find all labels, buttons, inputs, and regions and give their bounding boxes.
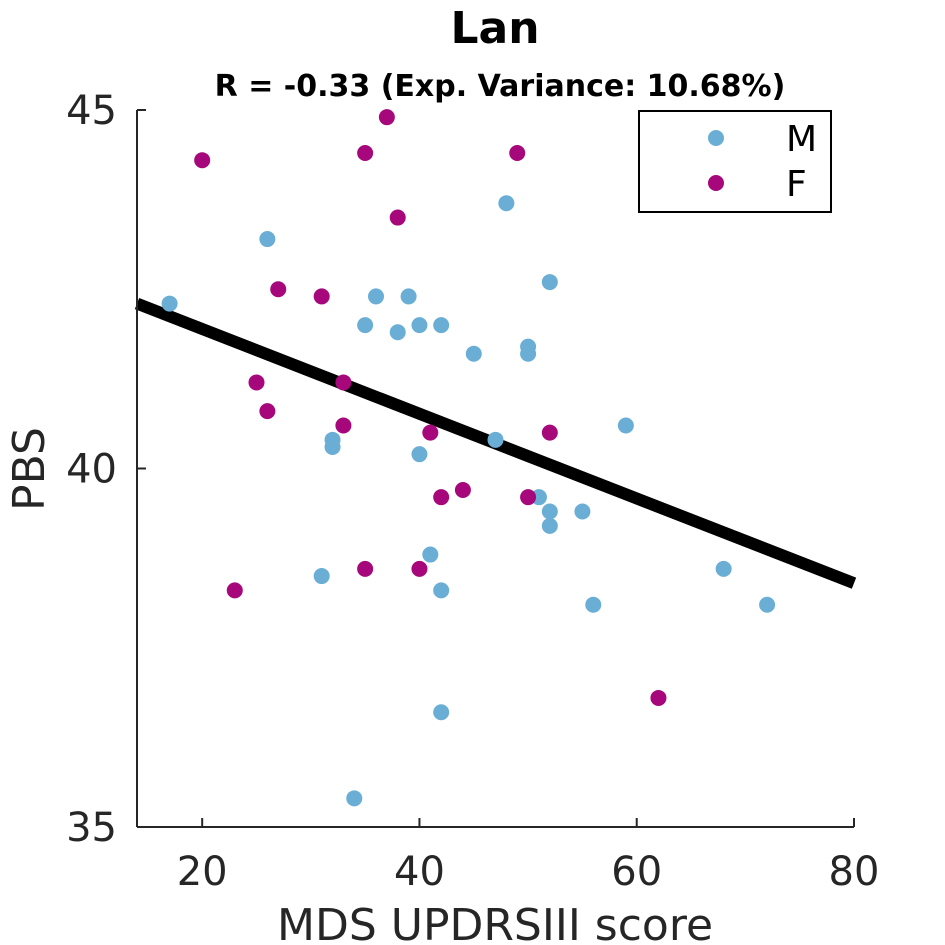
data-point-m [520, 345, 537, 362]
x-axis-ticks: 20 40 60 80 [177, 818, 880, 895]
data-point-m [422, 546, 439, 563]
x-axis-label: MDS UPDRSIII score [277, 900, 713, 945]
data-point-f [357, 560, 374, 577]
data-point-f [248, 374, 265, 391]
data-point-m [541, 503, 558, 520]
data-point-m [617, 417, 634, 434]
data-point-m [715, 560, 732, 577]
data-point-m [498, 195, 515, 212]
x-tick-label: 60 [611, 849, 662, 895]
data-point-f [335, 417, 352, 434]
data-point-m [259, 231, 276, 248]
data-point-m [400, 288, 417, 305]
data-point-m [368, 288, 384, 305]
chart-title: Lan [450, 3, 539, 54]
data-point-f [357, 145, 374, 162]
data-point-f [259, 403, 276, 420]
data-point-f [270, 281, 287, 298]
legend-label-m: M [786, 119, 817, 160]
data-point-m [541, 517, 558, 534]
data-point-f [226, 582, 243, 599]
data-point-m [487, 431, 504, 448]
data-point-f [541, 424, 558, 441]
data-point-f [335, 374, 352, 391]
data-point-f [509, 145, 526, 162]
legend-label-f: F [786, 164, 807, 205]
data-point-f [378, 109, 395, 126]
data-point-m [759, 596, 776, 613]
chart-subtitle: R = -0.33 (Exp. Variance: 10.68%) [215, 69, 786, 104]
data-point-m [161, 295, 178, 312]
data-point-m [541, 274, 558, 291]
y-axis-label: PBS [4, 427, 55, 511]
data-point-f [454, 482, 471, 499]
data-point-m [411, 317, 428, 334]
data-point-m [574, 503, 591, 520]
legend-box [638, 110, 832, 213]
x-tick-label: 40 [394, 849, 445, 895]
data-point-m [433, 704, 450, 721]
data-point-m [465, 345, 482, 362]
y-axis-ticks: 35 40 45 [66, 88, 146, 851]
legend-marker-m [708, 130, 724, 146]
data-point-f [194, 152, 211, 169]
data-point-m [433, 582, 450, 599]
data-points-layer [161, 109, 776, 807]
legend-marker-f [708, 175, 724, 191]
data-point-m [346, 790, 363, 807]
data-point-f [650, 689, 667, 706]
data-point-f [433, 489, 450, 506]
data-point-m [313, 568, 330, 585]
data-point-m [324, 438, 341, 455]
y-tick-label: 40 [66, 447, 117, 493]
x-tick-label: 80 [829, 849, 880, 895]
legend: M F [638, 110, 832, 213]
data-point-f [313, 288, 330, 305]
data-point-m [585, 596, 602, 613]
data-point-f [422, 424, 439, 441]
data-point-m [357, 317, 374, 334]
data-point-f [411, 560, 428, 577]
x-tick-label: 20 [177, 849, 228, 895]
data-point-m [411, 446, 428, 463]
data-point-f [389, 209, 406, 226]
y-tick-label: 35 [66, 805, 117, 851]
y-tick-label: 45 [66, 88, 117, 134]
data-point-m [389, 324, 406, 341]
data-point-f [520, 489, 537, 506]
data-point-m [433, 317, 450, 334]
